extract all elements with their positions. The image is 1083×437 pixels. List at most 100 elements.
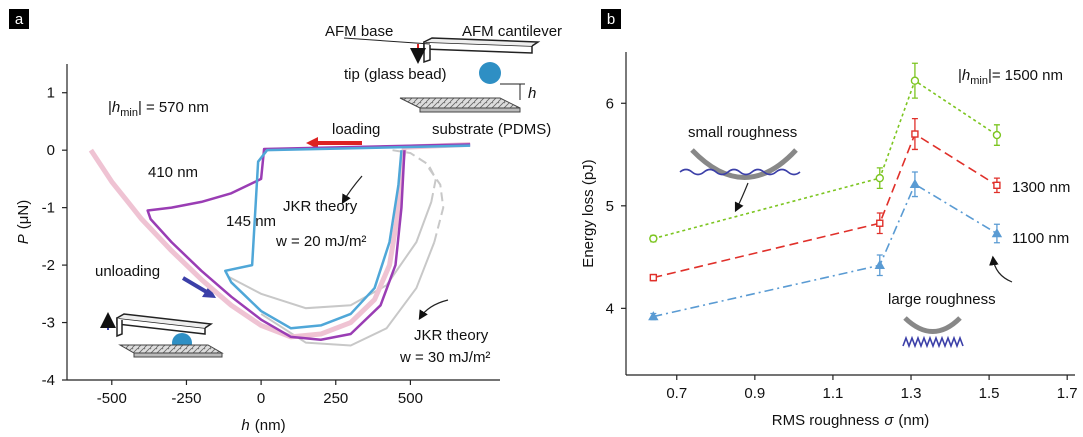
pointer-arrow bbox=[734, 182, 749, 213]
series-line bbox=[653, 183, 998, 318]
x-axis-label: h (nm) bbox=[241, 417, 285, 434]
x-tick-label: 1.5 bbox=[979, 385, 1000, 402]
text-part: |= bbox=[988, 67, 1001, 84]
text-part: | bbox=[108, 99, 112, 116]
surface-illustration bbox=[903, 316, 962, 334]
series-label: 145 nm bbox=[226, 213, 276, 230]
series-label: 1100 nm bbox=[1012, 230, 1069, 247]
x-tick-label: 250 bbox=[323, 390, 348, 407]
annotation: h bbox=[528, 85, 536, 102]
marker bbox=[909, 178, 921, 188]
annotation: unloading bbox=[95, 263, 160, 280]
text-part: h bbox=[241, 417, 249, 434]
unloading-arrow bbox=[181, 276, 212, 296]
annotation: w = 30 mJ/m² bbox=[399, 349, 490, 366]
afm-illustration bbox=[100, 312, 224, 358]
series-line bbox=[224, 144, 471, 330]
theory-curve bbox=[227, 201, 433, 310]
theory-curve bbox=[427, 166, 445, 243]
text-part: (μN) bbox=[15, 200, 32, 229]
marker bbox=[876, 219, 884, 227]
surface-illustration bbox=[902, 335, 964, 349]
annotation: substrate (PDMS) bbox=[432, 121, 551, 138]
series-label: |hmin| = 570 nm bbox=[108, 99, 209, 119]
text-part: min bbox=[970, 75, 988, 87]
text-part: h bbox=[112, 99, 120, 116]
text-part: RMS roughness bbox=[772, 412, 880, 429]
y-tick-label: 1 bbox=[47, 85, 55, 102]
text-part: 570 nm bbox=[159, 99, 209, 116]
x-tick-label: -500 bbox=[97, 390, 127, 407]
afm-illustration bbox=[343, 37, 541, 113]
annotation: small roughness bbox=[688, 124, 797, 141]
marker bbox=[910, 76, 920, 85]
annotation: AFM base bbox=[325, 23, 393, 40]
pointer-arrow bbox=[418, 299, 449, 321]
panel-tag-label: b bbox=[607, 11, 615, 28]
text-part: h bbox=[962, 67, 970, 84]
x-tick-label: 1.1 bbox=[823, 385, 844, 402]
marker bbox=[993, 181, 1001, 190]
panel-tag-label: a bbox=[15, 11, 24, 28]
pointer-arrow bbox=[341, 175, 363, 205]
marker bbox=[648, 311, 659, 321]
loading-arrow bbox=[306, 137, 318, 149]
y-tick-label: -1 bbox=[42, 200, 55, 217]
text-part: Energy loss (pJ) bbox=[580, 159, 597, 267]
text-part: (nm) bbox=[898, 412, 929, 429]
surface-illustration bbox=[679, 168, 801, 176]
x-tick-label: 0 bbox=[257, 390, 265, 407]
y-tick-label: 4 bbox=[606, 300, 614, 317]
y-tick-label: 5 bbox=[606, 198, 614, 215]
panel-tag bbox=[601, 9, 621, 29]
y-tick-label: -2 bbox=[42, 257, 55, 274]
marker bbox=[875, 173, 884, 183]
theory-curve bbox=[260, 241, 436, 347]
series-label: |hmin|= 1500 nm bbox=[958, 67, 1063, 87]
y-tick-label: 0 bbox=[47, 142, 55, 159]
series-line bbox=[146, 143, 471, 342]
series-line bbox=[653, 133, 998, 279]
annotation: AFM cantilever bbox=[462, 23, 562, 40]
text-part: min bbox=[120, 107, 138, 119]
unloading-arrow bbox=[202, 286, 216, 298]
marker bbox=[992, 130, 1002, 140]
theory-curve bbox=[392, 149, 437, 203]
marker bbox=[874, 259, 885, 269]
annotation: tip (glass bead) bbox=[344, 66, 447, 83]
y-tick-label: -3 bbox=[42, 315, 55, 332]
text-part: σ bbox=[884, 412, 894, 429]
panel-tag bbox=[9, 9, 29, 29]
text-part: (nm) bbox=[255, 417, 286, 434]
text-part: 1500 nm bbox=[1005, 67, 1063, 84]
y-tick-label: -4 bbox=[42, 372, 55, 389]
series-label: 1300 nm bbox=[1012, 179, 1070, 196]
x-tick-label: 1.7 bbox=[1057, 385, 1078, 402]
marker bbox=[911, 130, 919, 138]
series-label: 410 nm bbox=[148, 164, 198, 181]
annotation: JKR theory bbox=[283, 198, 358, 215]
x-tick-label: 0.9 bbox=[744, 385, 765, 402]
marker bbox=[649, 273, 658, 282]
pointer-arrow bbox=[989, 255, 1013, 283]
annotation: JKR theory bbox=[414, 327, 489, 344]
x-axis-label: RMS roughness σ (nm) bbox=[772, 412, 929, 429]
x-tick-label: -250 bbox=[171, 390, 201, 407]
series-line bbox=[88, 141, 471, 340]
marker bbox=[649, 234, 658, 243]
x-tick-label: 0.7 bbox=[666, 385, 687, 402]
annotation: loading bbox=[332, 121, 380, 138]
x-tick-label: 1.3 bbox=[901, 385, 922, 402]
y-axis-label: P (μN) bbox=[15, 200, 32, 244]
x-tick-label: 500 bbox=[398, 390, 423, 407]
surface-illustration bbox=[690, 148, 798, 180]
y-axis-label: Energy loss (pJ) bbox=[580, 159, 597, 267]
y-tick-label: 6 bbox=[606, 95, 614, 112]
marker bbox=[991, 228, 1003, 238]
annotation: w = 20 mJ/m² bbox=[275, 233, 366, 250]
text-part: | bbox=[958, 67, 962, 84]
text-part: P bbox=[15, 234, 32, 244]
annotation: large roughness bbox=[888, 291, 996, 308]
text-part: | = bbox=[138, 99, 155, 116]
